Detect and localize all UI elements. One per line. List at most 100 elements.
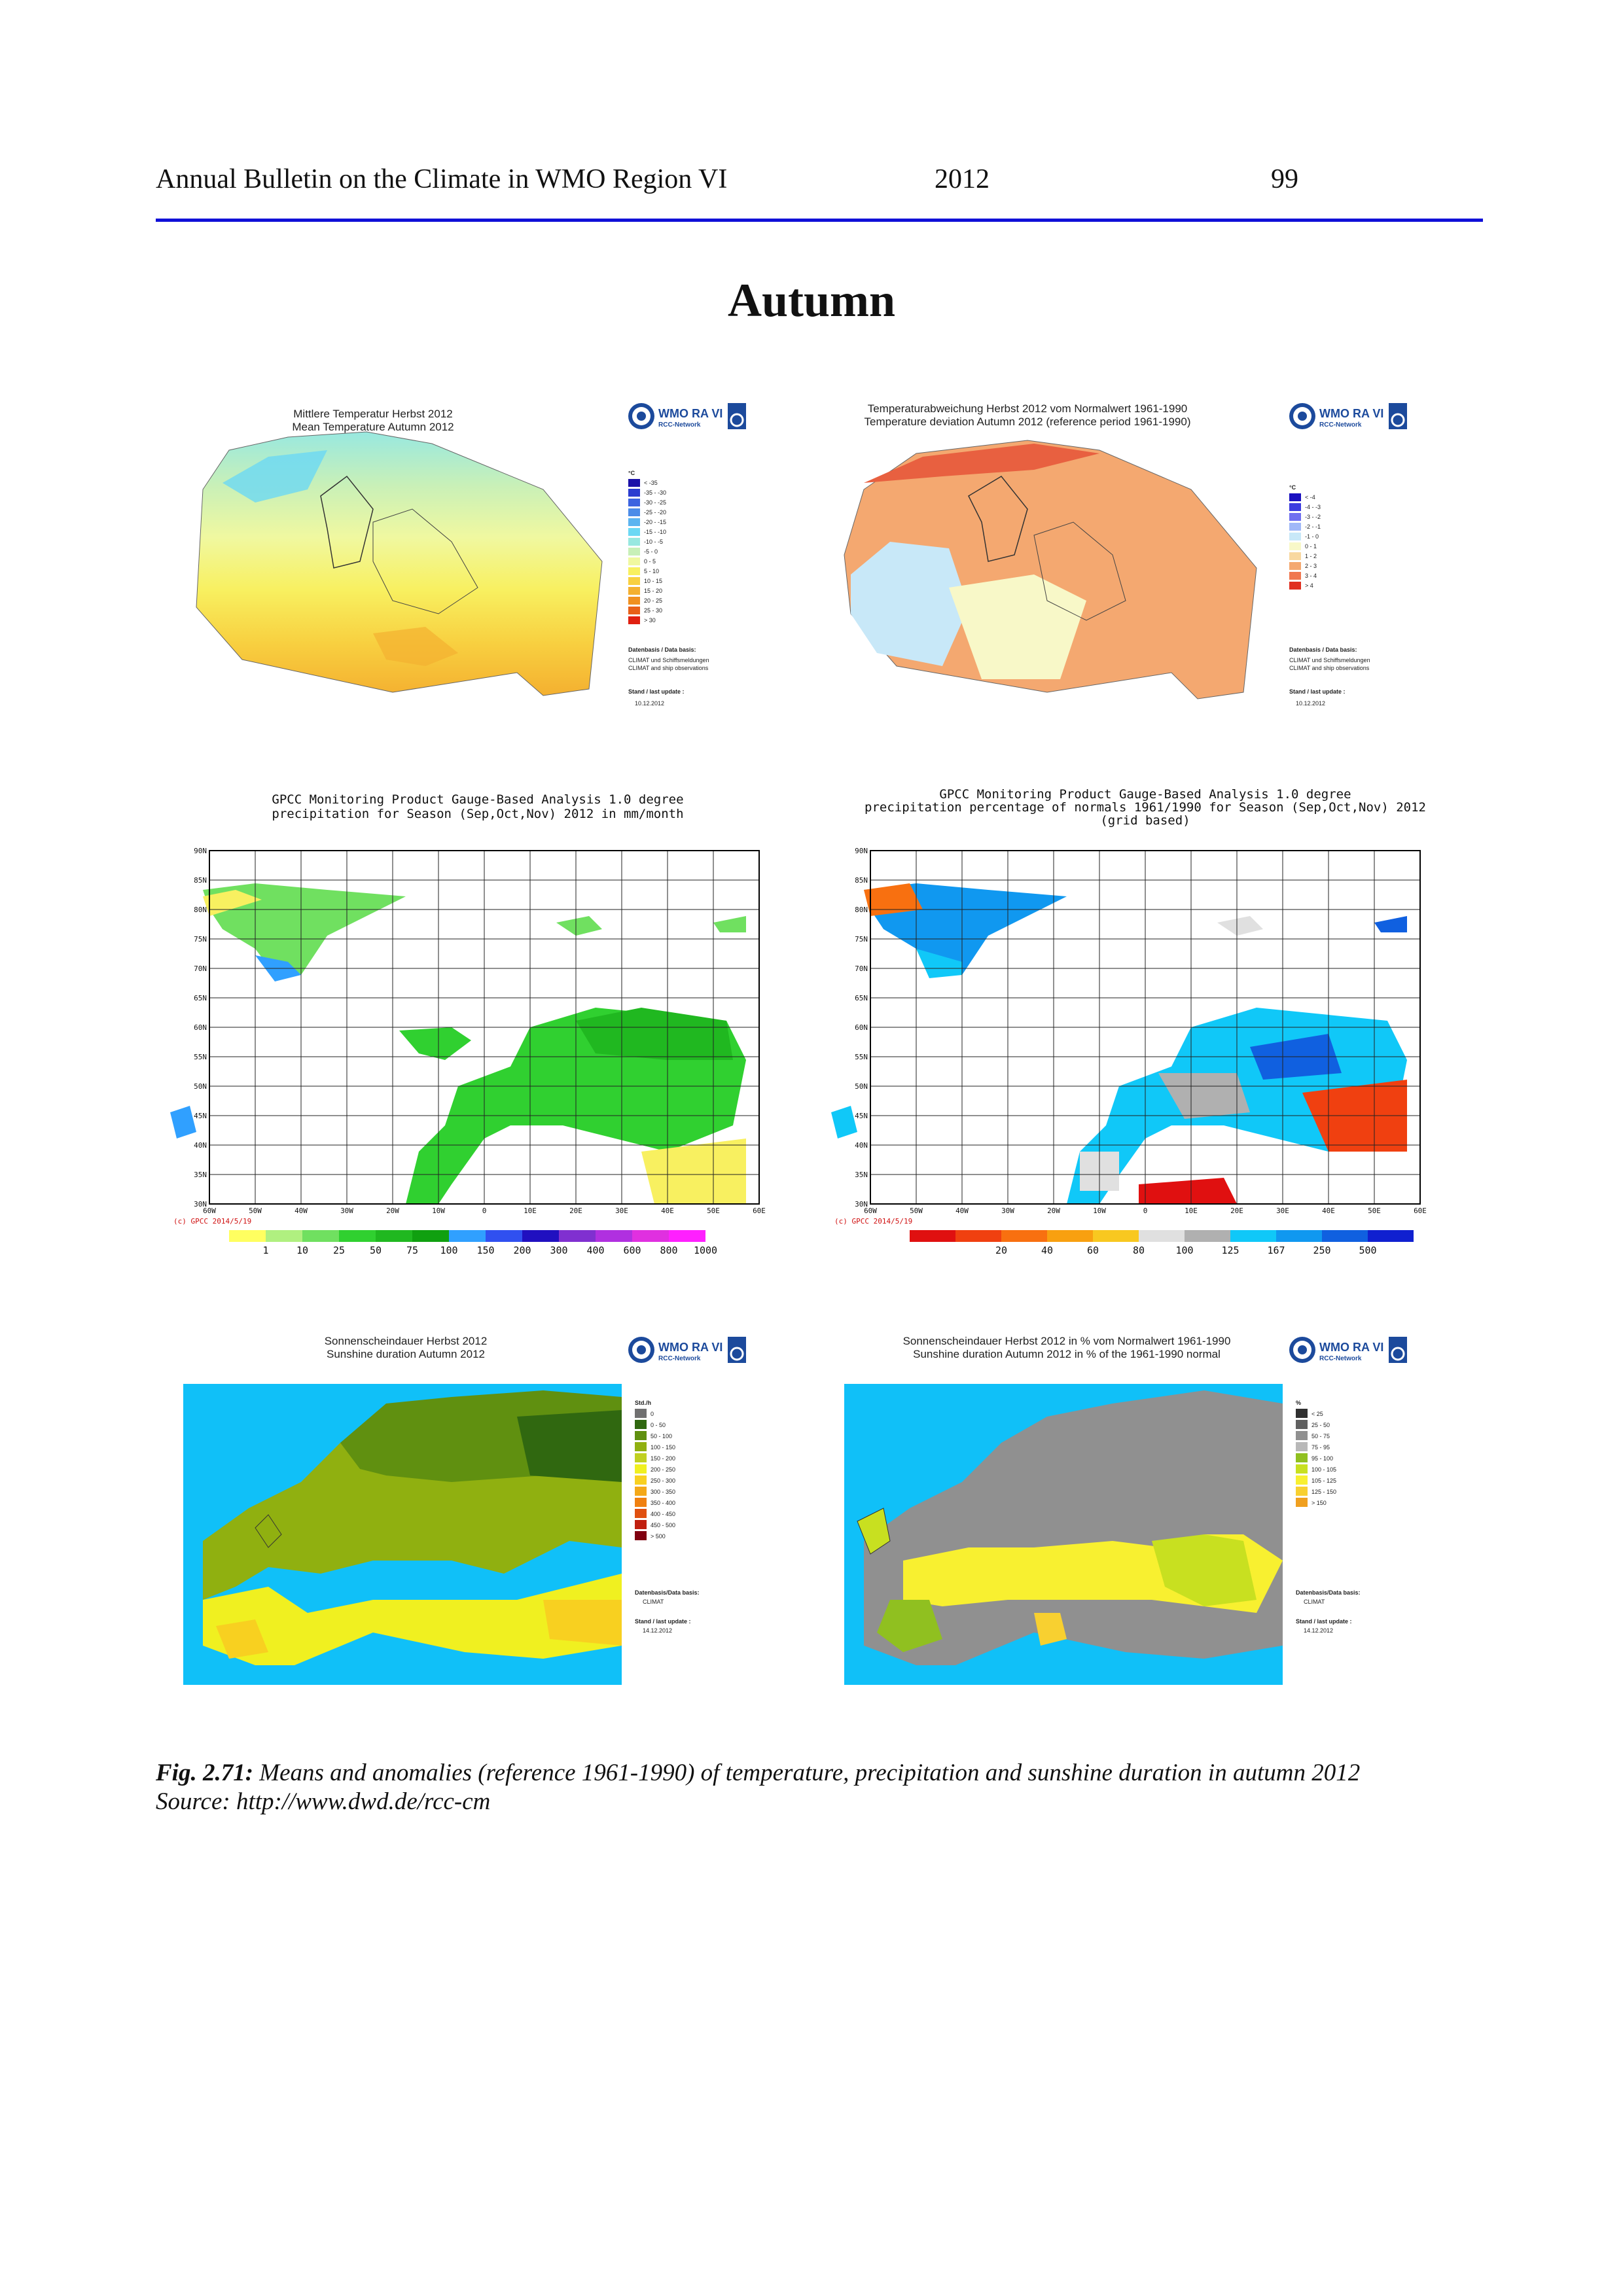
lon-tick-label: 20E xyxy=(1230,1207,1243,1215)
legend-label: -4 - -3 xyxy=(1305,504,1321,510)
legend-swatch xyxy=(628,528,640,536)
legend-swatch xyxy=(596,1230,632,1242)
lon-tick-label: 60W xyxy=(203,1207,216,1215)
legend-value: 167 xyxy=(1267,1245,1285,1256)
legend-label: -15 - -10 xyxy=(644,529,666,535)
legend-label: 0 - 50 xyxy=(651,1422,666,1428)
lon-tick-label: 30E xyxy=(1276,1207,1289,1215)
legend-swatch xyxy=(522,1230,559,1242)
svg-text:CLIMAT und Schiffsmeldungen: CLIMAT und Schiffsmeldungen xyxy=(628,657,709,663)
map-frame xyxy=(209,850,760,1205)
temperature-mean-legend: < -35 -35 - -30 -30 - -25 -25 - -20 -20 - -1… xyxy=(628,479,666,624)
legend-swatch xyxy=(1139,1230,1185,1242)
figure-caption: Fig. 2.71: Means and anomalies (referenc… xyxy=(156,1759,1491,1816)
legend-value: 200 xyxy=(513,1245,531,1256)
running-header-year: 2012 xyxy=(935,164,990,194)
lon-tick-label: 30E xyxy=(615,1207,628,1215)
legend-swatch xyxy=(412,1230,449,1242)
svg-text:WMO RA VI: WMO RA VI xyxy=(1319,407,1383,420)
legend-swatch xyxy=(302,1230,339,1242)
panel-title-de: Sonnenscheindauer Herbst 2012 xyxy=(325,1335,488,1347)
legend-value: 800 xyxy=(660,1245,677,1256)
legend-label: 200 - 250 xyxy=(651,1466,675,1473)
gpcc-copyright: (c) GPCC 2014/5/19 xyxy=(834,1217,912,1226)
svg-text:Stand / last update :: Stand / last update : xyxy=(1296,1618,1352,1625)
legend-swatch xyxy=(1289,542,1301,550)
legend-swatch xyxy=(1296,1431,1308,1440)
legend-label: 3 - 4 xyxy=(1305,573,1317,579)
legend-swatch xyxy=(1276,1230,1322,1242)
panel-sunshine-percentage: Sonnenscheindauer Herbst 2012 in % vom N… xyxy=(838,1325,1414,1691)
legend-value: 400 xyxy=(586,1245,604,1256)
legend-swatch xyxy=(910,1230,955,1242)
svg-text:CLIMAT: CLIMAT xyxy=(643,1598,664,1605)
section-title: Autumn xyxy=(727,274,896,327)
legend-swatch xyxy=(635,1509,647,1518)
legend-swatch xyxy=(1296,1420,1308,1429)
legend-value: 10 xyxy=(296,1245,308,1256)
panel-title-de: Temperaturabweichung Herbst 2012 vom Nor… xyxy=(868,402,1188,415)
lat-tick-label: 35N xyxy=(855,1171,868,1179)
lat-tick-label: 75N xyxy=(855,935,868,944)
legend-swatch xyxy=(1289,562,1301,570)
legend-swatch xyxy=(1230,1230,1276,1242)
legend-label: 2 - 3 xyxy=(1305,563,1317,569)
dwd-logo xyxy=(1389,1337,1407,1363)
legend-label: -3 - -2 xyxy=(1305,514,1321,520)
legend-label: -5 - 0 xyxy=(644,548,658,555)
lon-tick-label: 0 xyxy=(1143,1207,1148,1215)
legend-label: 125 - 150 xyxy=(1311,1489,1336,1495)
lat-tick-label: 50N xyxy=(194,1082,207,1091)
legend-swatch xyxy=(1296,1475,1308,1485)
lon-tick-label: 50E xyxy=(1368,1207,1381,1215)
legend-label: -1 - 0 xyxy=(1305,533,1319,540)
dwd-logo xyxy=(728,403,746,429)
svg-text:RCC-Network: RCC-Network xyxy=(1319,1355,1362,1362)
legend-swatch xyxy=(628,538,640,546)
lat-tick-label: 30N xyxy=(855,1200,868,1209)
legend-label: -30 - -25 xyxy=(644,499,666,506)
legend-swatch xyxy=(486,1230,522,1242)
legend-label: 0 xyxy=(651,1411,654,1417)
legend-swatch xyxy=(628,587,640,595)
gpcc-copyright: (c) GPCC 2014/5/19 xyxy=(173,1217,251,1226)
sunshine-percentage-map xyxy=(844,1384,1283,1685)
legend-swatch xyxy=(1289,533,1301,540)
wmo-logo: WMO RA VI RCC-Network xyxy=(628,403,746,429)
legend-swatch xyxy=(1289,503,1301,511)
precipitation-grid: 90N85N80N75N70N65N60N55N50N45N40N35N30N6… xyxy=(194,847,766,1215)
panel-title-en: Mean Temperature Autumn 2012 xyxy=(292,421,454,433)
legend-swatch xyxy=(1296,1498,1308,1507)
svg-text:14.12.2012: 14.12.2012 xyxy=(643,1627,672,1634)
lon-tick-label: 10E xyxy=(524,1207,537,1215)
lat-tick-label: 40N xyxy=(855,1141,868,1150)
legend-label: 300 - 350 xyxy=(651,1489,675,1495)
legend-label: 105 - 125 xyxy=(1311,1477,1336,1484)
lat-tick-label: 60N xyxy=(855,1023,868,1032)
legend-value: 250 xyxy=(1313,1245,1330,1256)
legend-label: 150 - 200 xyxy=(651,1455,675,1462)
legend-label: < -35 xyxy=(644,480,658,486)
lat-tick-label: 80N xyxy=(194,906,207,914)
panel-title-en: Sunshine duration Autumn 2012 in % of th… xyxy=(913,1348,1221,1360)
legend-swatch xyxy=(1296,1487,1308,1496)
legend-label: 50 - 100 xyxy=(651,1433,672,1439)
legend-swatch xyxy=(635,1498,647,1507)
svg-text:°C: °C xyxy=(628,470,635,476)
lat-tick-label: 70N xyxy=(194,964,207,973)
temperature-deviation-legend: < -4 -4 - -3 -3 - -2 -2 - -1 -1 - 0 0 - 1 1 - … xyxy=(1289,493,1321,590)
legend-swatch xyxy=(376,1230,412,1242)
svg-text:WMO RA VI: WMO RA VI xyxy=(658,407,722,420)
lon-tick-label: 10W xyxy=(432,1207,445,1215)
svg-text:WMO RA VI: WMO RA VI xyxy=(658,1341,722,1354)
temperature-mean-map xyxy=(196,431,603,696)
legend-label: 10 - 15 xyxy=(644,578,662,584)
lat-tick-label: 85N xyxy=(855,876,868,885)
panel-title-de: Sonnenscheindauer Herbst 2012 in % vom N… xyxy=(903,1335,1231,1347)
legend-swatch xyxy=(1289,523,1301,531)
precipitation-figure: GPCC Monitoring Product Gauge-Based Anal… xyxy=(170,792,766,1256)
panel-title-en: Temperature deviation Autumn 2012 (refer… xyxy=(865,415,1191,428)
lon-tick-label: 40E xyxy=(661,1207,674,1215)
svg-text:CLIMAT: CLIMAT xyxy=(1304,1598,1325,1605)
svg-text:CLIMAT and ship observations: CLIMAT and ship observations xyxy=(628,665,709,671)
